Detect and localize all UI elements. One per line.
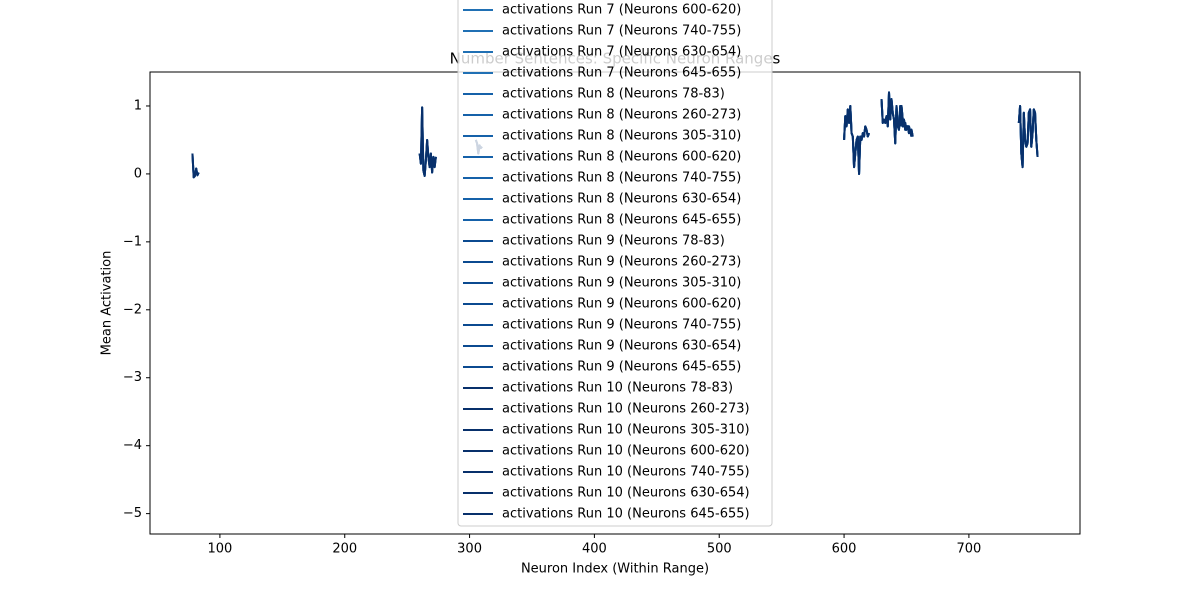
legend-label: activations Run 10 (Neurons 600-620) <box>502 444 750 459</box>
y-tick-label: −3 <box>123 370 142 385</box>
x-tick-label: 300 <box>457 542 482 557</box>
legend-label: activations Run 9 (Neurons 630-654) <box>502 339 741 354</box>
legend-label: activations Run 10 (Neurons 630-654) <box>502 486 750 501</box>
x-axis-label: Neuron Index (Within Range) <box>521 562 709 577</box>
legend-label: activations Run 7 (Neurons 645-655) <box>502 66 741 81</box>
y-tick-label: −5 <box>123 506 142 521</box>
y-tick-label: −4 <box>123 438 142 453</box>
legend-label: activations Run 10 (Neurons 740-755) <box>502 465 750 480</box>
x-tick-label: 700 <box>956 542 981 557</box>
legend-label: activations Run 7 (Neurons 630-654) <box>502 45 741 60</box>
x-tick-label: 600 <box>832 542 857 557</box>
data-line <box>418 106 437 177</box>
x-tick-label: 100 <box>207 542 232 557</box>
y-tick-label: 0 <box>134 166 142 181</box>
legend-label: activations Run 10 (Neurons 78-83) <box>502 381 733 396</box>
legend-label: activations Run 8 (Neurons 645-655) <box>502 213 741 228</box>
y-axis-label: Mean Activation <box>100 251 115 356</box>
data-line <box>880 91 913 145</box>
data-line <box>843 104 870 175</box>
legend-label: activations Run 9 (Neurons 260-273) <box>502 255 741 270</box>
legend-label: activations Run 9 (Neurons 305-310) <box>502 276 741 291</box>
legend-label: activations Run 9 (Neurons 645-655) <box>502 360 741 375</box>
legend-label: activations Run 8 (Neurons 260-273) <box>502 108 741 123</box>
legend: activations Run 7 (Neurons 600-620) activ… <box>457 0 773 527</box>
legend-label: activations Run 8 (Neurons 740-755) <box>502 171 741 186</box>
legend-label: activations Run 10 (Neurons 305-310) <box>502 423 750 438</box>
legend-label: activations Run 10 (Neurons 645-655) <box>502 507 750 522</box>
y-tick-label: −2 <box>123 302 142 317</box>
legend-label: activations Run 8 (Neurons 630-654) <box>502 192 741 207</box>
y-tick-label: −1 <box>123 234 142 249</box>
legend-label: activations Run 10 (Neurons 260-273) <box>502 402 750 417</box>
legend-box <box>457 0 773 527</box>
data-line <box>191 153 200 179</box>
y-tick-label: 1 <box>134 98 142 113</box>
x-tick-label: 500 <box>707 542 732 557</box>
legend-label: activations Run 8 (Neurons 78-83) <box>502 87 725 102</box>
data-line <box>899 104 914 137</box>
legend-label: activations Run 8 (Neurons 305-310) <box>502 129 741 144</box>
legend-label: activations Run 9 (Neurons 740-755) <box>502 318 741 333</box>
legend-label: activations Run 9 (Neurons 78-83) <box>502 234 725 249</box>
legend-label: activations Run 7 (Neurons 740-755) <box>502 24 741 39</box>
legend-label: activations Run 9 (Neurons 600-620) <box>502 297 741 312</box>
legend-label: activations Run 8 (Neurons 600-620) <box>502 150 741 165</box>
x-tick-label: 400 <box>582 542 607 557</box>
legend-label: activations Run 7 (Neurons 600-620) <box>502 3 741 18</box>
data-line <box>1017 104 1039 169</box>
x-tick-label: 200 <box>332 542 357 557</box>
